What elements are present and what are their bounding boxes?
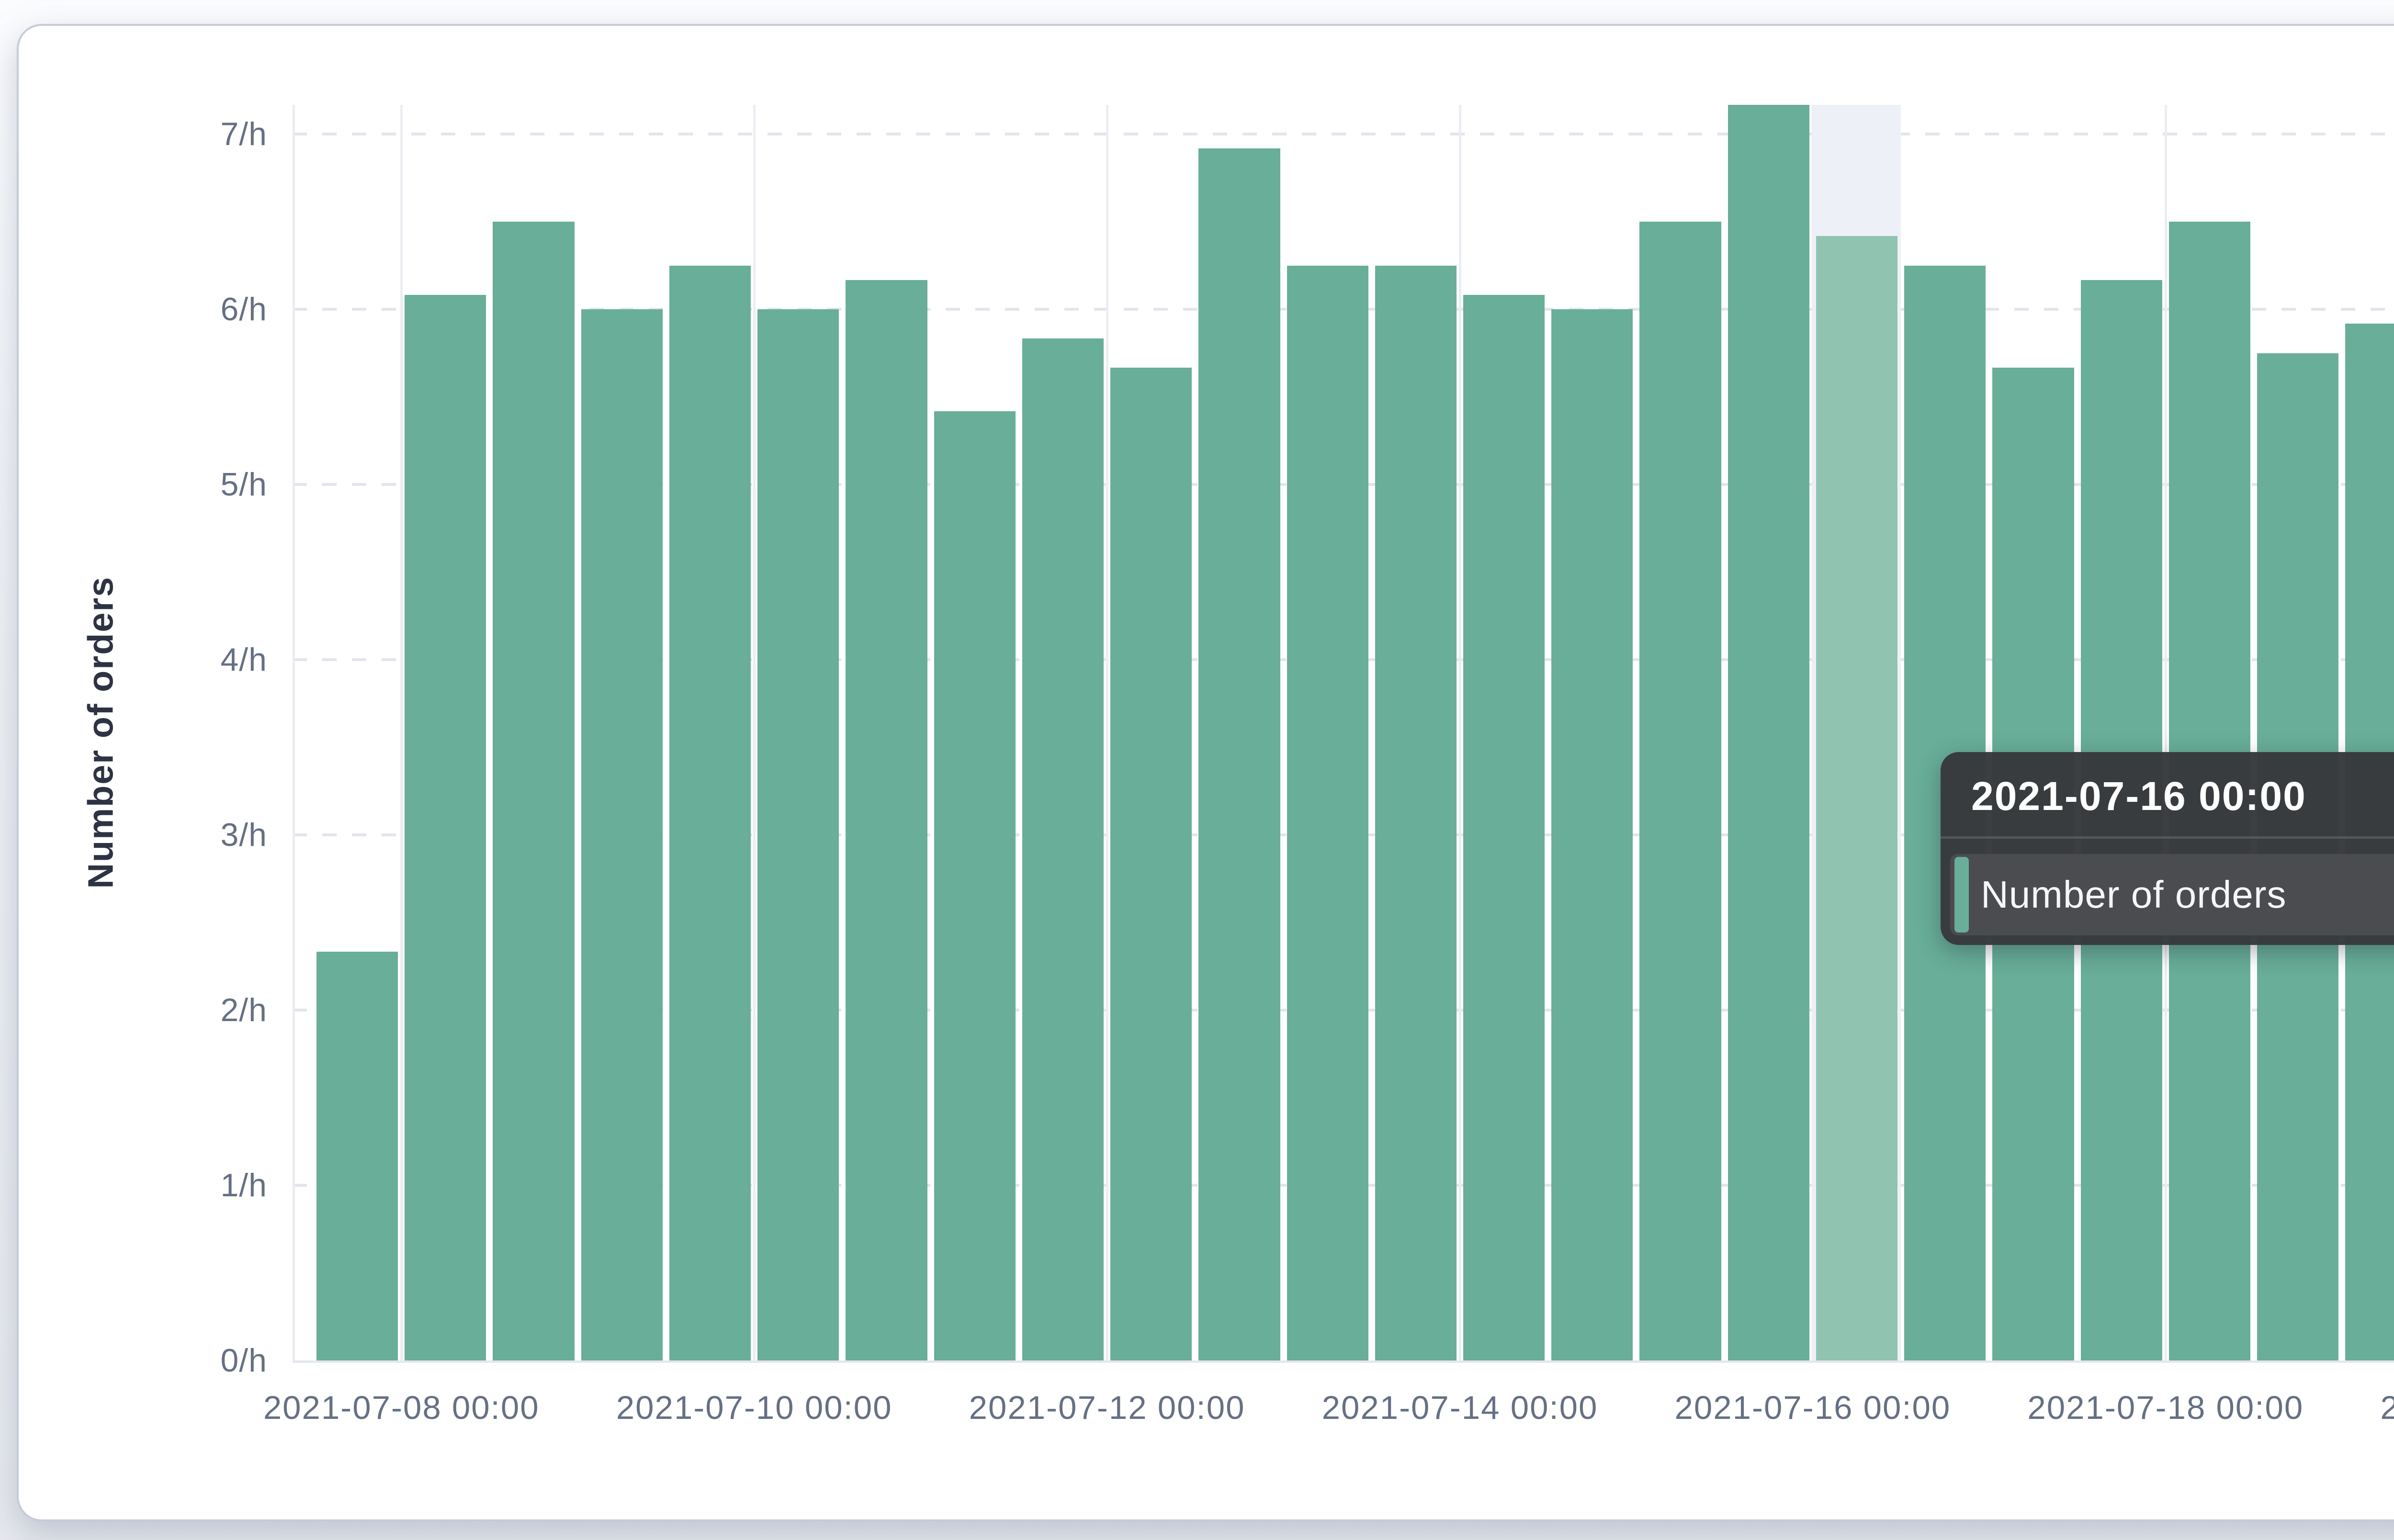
bar[interactable] xyxy=(1375,265,1457,1360)
x-tick-label: 2021-07-16 00:00 xyxy=(1674,1389,1951,1426)
x-tick-label: 2021-07-08 00:00 xyxy=(263,1389,540,1426)
y-tick-label: 5/h xyxy=(220,466,267,503)
bar[interactable] xyxy=(1022,338,1104,1360)
tooltip-divider xyxy=(1941,836,2394,839)
bar[interactable] xyxy=(669,265,751,1360)
bar[interactable] xyxy=(757,309,839,1360)
v-gridline xyxy=(1458,104,1461,1360)
x-axis-line xyxy=(293,1360,2394,1363)
bar[interactable] xyxy=(1198,148,1280,1360)
x-tick-label: 2021-07-14 00:00 xyxy=(1321,1389,1598,1426)
bar[interactable] xyxy=(493,222,575,1360)
bar[interactable] xyxy=(1287,265,1368,1360)
y-tick-label: 2/h xyxy=(220,992,267,1028)
bar[interactable] xyxy=(1639,222,1721,1360)
h-gridline xyxy=(293,133,2394,135)
x-tick-label: 2021-07-18 00:00 xyxy=(2027,1389,2304,1426)
bar[interactable] xyxy=(1463,294,1545,1360)
bar[interactable] xyxy=(316,952,398,1360)
tooltip-series-label: Number of orders xyxy=(1981,873,2287,916)
v-gridline xyxy=(753,104,756,1360)
bar[interactable] xyxy=(405,294,486,1360)
bar[interactable] xyxy=(1110,367,1192,1360)
bar[interactable] xyxy=(1551,309,1633,1360)
x-tick-label: 2021-07-10 00:00 xyxy=(616,1389,892,1426)
y-tick-label: 1/h xyxy=(220,1167,267,1203)
bar[interactable] xyxy=(581,309,663,1360)
y-tick-label: 3/h xyxy=(220,817,267,853)
bar-highlighted[interactable] xyxy=(1816,236,1898,1360)
chart-tooltip: 2021-07-16 00:00 Number of orders 6.417/… xyxy=(1941,752,2394,945)
tooltip-series-marker-icon xyxy=(1954,857,1969,933)
x-tick-label: 2021-07-20 00:00 xyxy=(2380,1389,2394,1426)
y-tick-label: 0/h xyxy=(220,1342,267,1379)
y-tick-label: 6/h xyxy=(220,291,267,327)
x-tick-label: 2021-07-12 00:00 xyxy=(969,1389,1245,1426)
y-axis-line xyxy=(293,104,295,1363)
bar[interactable] xyxy=(1728,104,1809,1360)
y-tick-label: 4/h xyxy=(220,641,267,678)
v-gridline xyxy=(2164,104,2167,1360)
tooltip-title: 2021-07-16 00:00 xyxy=(1971,774,2306,819)
v-gridline xyxy=(400,104,403,1360)
v-gridline xyxy=(1106,104,1109,1360)
bar[interactable] xyxy=(934,411,1016,1360)
bar[interactable] xyxy=(846,280,927,1360)
y-tick-label: 7/h xyxy=(220,116,267,152)
tooltip-series-row: Number of orders 6.417/h xyxy=(1950,854,2394,935)
